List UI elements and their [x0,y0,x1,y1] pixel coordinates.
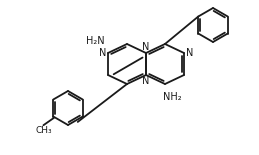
Text: N: N [142,42,150,52]
Text: N: N [99,48,106,58]
Text: CH₃: CH₃ [35,126,52,135]
Text: N: N [142,76,150,86]
Text: N: N [186,48,193,58]
Text: NH₂: NH₂ [163,92,181,102]
Text: H₂N: H₂N [86,36,104,46]
